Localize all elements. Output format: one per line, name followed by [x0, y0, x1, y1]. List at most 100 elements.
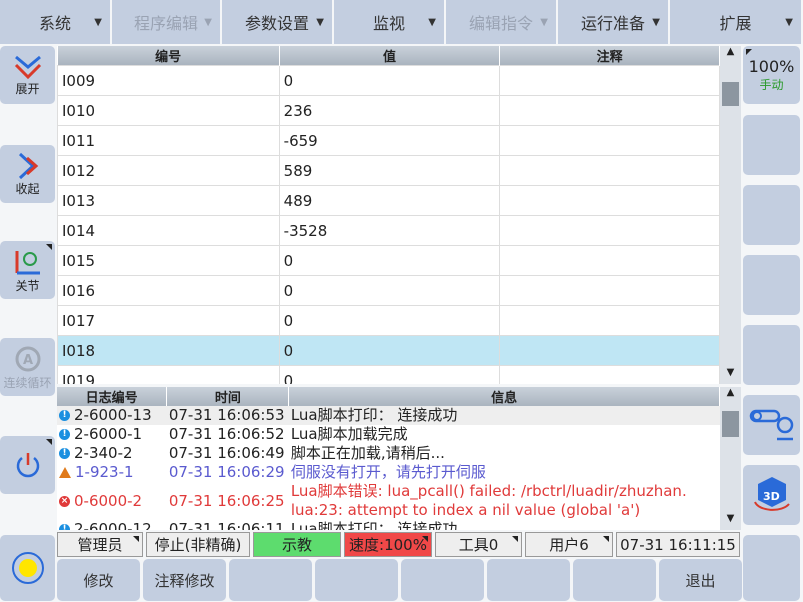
log-row[interactable]: ! 2-6000-12 07-31 16:06:11 Lua脚本打印： 连接成功	[57, 520, 720, 530]
table-cell[interactable]: I016	[57, 275, 280, 306]
bottom-button-1[interactable]: 注释修改	[143, 559, 226, 601]
table-scrollbar[interactable]: ▲ ▼	[720, 46, 741, 384]
log-column-header[interactable]: 信息	[288, 387, 720, 406]
bottom-button-4[interactable]	[401, 559, 484, 601]
robot-view-button[interactable]	[743, 395, 800, 455]
table-cell[interactable]	[499, 95, 720, 126]
bottom-button-5[interactable]	[487, 559, 570, 601]
menu-0[interactable]: 系统 ▼	[0, 0, 112, 44]
log-column-header[interactable]: 日志编号	[57, 387, 168, 406]
menu-3[interactable]: 监视 ▼	[334, 0, 446, 44]
table-cell[interactable]: 0	[278, 245, 501, 276]
table-cell[interactable]	[499, 125, 720, 156]
log-row[interactable]: ! 2-340-2 07-31 16:06:49 脚本正在加载,请稍后...	[57, 444, 720, 463]
table-cell[interactable]: I015	[57, 245, 280, 276]
table-cell[interactable]: 0	[278, 365, 501, 384]
table-cell[interactable]	[499, 155, 720, 186]
status-light-button[interactable]	[0, 535, 55, 601]
bottom-button-3[interactable]	[315, 559, 398, 601]
scroll-down-icon[interactable]: ▼	[726, 513, 735, 524]
expand-button[interactable]: 展开	[0, 46, 55, 104]
scroll-thumb[interactable]	[722, 82, 739, 106]
table-row[interactable]: I014 -3528	[57, 215, 720, 246]
column-header[interactable]: 值	[279, 46, 501, 66]
menu-6[interactable]: 扩展 ▼	[670, 0, 803, 44]
table-cell[interactable]: I018	[57, 335, 280, 366]
bottom-button-6[interactable]	[573, 559, 656, 601]
table-cell[interactable]	[499, 65, 720, 96]
scroll-thumb[interactable]	[722, 411, 739, 437]
right-button-2[interactable]	[743, 115, 800, 175]
table-cell[interactable]	[499, 215, 720, 246]
table-cell[interactable]: I011	[57, 125, 280, 156]
table-row[interactable]: I009 0	[57, 65, 720, 96]
bottom-button-7[interactable]: 退出	[659, 559, 742, 601]
table-row[interactable]: I015 0	[57, 245, 720, 276]
table-cell[interactable]: -659	[278, 125, 501, 156]
speed-mode-button[interactable]: 100% 手动	[743, 46, 800, 104]
table-row[interactable]: I013 489	[57, 185, 720, 216]
table-cell[interactable]	[499, 245, 720, 276]
log-row[interactable]: ! 2-6000-13 07-31 16:06:53 Lua脚本打印： 连接成功	[57, 406, 720, 425]
log-column-header[interactable]: 时间	[166, 387, 290, 406]
column-header[interactable]: 注释	[499, 46, 720, 66]
table-cell[interactable]: -3528	[278, 215, 501, 246]
bottom-button-2[interactable]	[229, 559, 312, 601]
bottom-button-0[interactable]: 修改	[57, 559, 140, 601]
collapse-button[interactable]: 收起	[0, 145, 55, 203]
power-icon	[16, 453, 39, 478]
right-button-8[interactable]	[743, 535, 800, 601]
table-cell[interactable]: 0	[278, 65, 501, 96]
table-cell[interactable]: 0	[278, 335, 501, 366]
menu-4[interactable]: 编辑指令 ▼	[446, 0, 558, 44]
log-row[interactable]: ! 2-6000-1 07-31 16:06:52 Lua脚本加载完成	[57, 425, 720, 444]
table-row[interactable]: I017 0	[57, 305, 720, 336]
menu-1[interactable]: 程序编辑 ▼	[112, 0, 222, 44]
table-cell[interactable]: I014	[57, 215, 280, 246]
table-cell[interactable]: 0	[278, 275, 501, 306]
menu-5[interactable]: 运行准备 ▼	[558, 0, 670, 44]
continuous-cycle-button[interactable]: A 连续循环	[0, 338, 55, 396]
table-row[interactable]: I016 0	[57, 275, 720, 306]
table-cell[interactable]: 489	[278, 185, 501, 216]
joint-button[interactable]: 关节	[0, 241, 55, 299]
table-row[interactable]: I012 589	[57, 155, 720, 186]
table-cell[interactable]: I017	[57, 305, 280, 336]
menu-2[interactable]: 参数设置 ▼	[222, 0, 334, 44]
error-icon: ×	[59, 495, 70, 507]
table-cell[interactable]: 236	[278, 95, 501, 126]
column-header[interactable]: 编号	[57, 46, 280, 66]
table-cell[interactable]: I012	[57, 155, 280, 186]
table-cell[interactable]: 0	[278, 305, 501, 336]
right-button-3[interactable]	[743, 185, 800, 245]
log-row[interactable]: 1-923-1 07-31 16:06:29 伺服没有打开，请先打开伺服	[57, 463, 720, 482]
table-row[interactable]: I019 0	[57, 365, 720, 384]
table-cell[interactable]: I013	[57, 185, 280, 216]
log-scrollbar[interactable]: ▲ ▼	[720, 387, 741, 530]
user-frame-status[interactable]: 用户6	[525, 532, 613, 557]
servo-power-button[interactable]	[0, 436, 55, 494]
table-cell[interactable]	[499, 365, 720, 384]
table-cell[interactable]: I009	[57, 65, 280, 96]
scroll-down-icon[interactable]: ▼	[726, 367, 735, 378]
table-cell[interactable]	[499, 335, 720, 366]
tool-status[interactable]: 工具0	[435, 532, 522, 557]
table-cell[interactable]	[499, 185, 720, 216]
table-cell[interactable]	[499, 305, 720, 336]
user-role-status[interactable]: 管理员	[57, 532, 143, 557]
scroll-up-icon[interactable]: ▲	[726, 387, 735, 398]
3d-view-button[interactable]: 3D	[743, 465, 800, 525]
table-cell[interactable]: 589	[278, 155, 501, 186]
right-button-4[interactable]	[743, 255, 800, 315]
right-button-5[interactable]	[743, 325, 800, 385]
table-row[interactable]: I011 -659	[57, 125, 720, 156]
table-row[interactable]: I018 0	[57, 335, 720, 366]
log-row[interactable]: × 0-6000-2 07-31 16:06:25 Lua脚本错误: lua_pcal…	[57, 482, 720, 520]
scroll-up-icon[interactable]: ▲	[726, 46, 735, 57]
table-cell[interactable]: I010	[57, 95, 280, 126]
table-cell[interactable]	[499, 275, 720, 306]
table-cell[interactable]: I019	[57, 365, 280, 384]
chevron-down-icon: ▼	[94, 16, 102, 28]
speed-status[interactable]: 速度:100%	[344, 532, 432, 557]
table-row[interactable]: I010 236	[57, 95, 720, 126]
